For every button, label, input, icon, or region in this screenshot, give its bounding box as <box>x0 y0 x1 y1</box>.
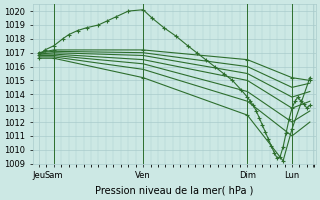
X-axis label: Pression niveau de la mer( hPa ): Pression niveau de la mer( hPa ) <box>95 186 253 196</box>
